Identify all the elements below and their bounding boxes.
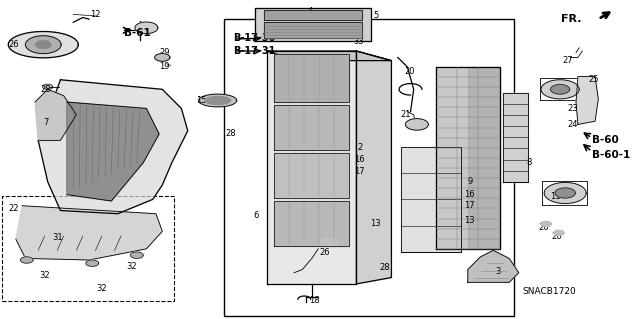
Text: 23: 23 <box>568 104 578 113</box>
Text: 24: 24 <box>568 120 578 129</box>
Circle shape <box>155 54 170 61</box>
Polygon shape <box>255 8 371 41</box>
Polygon shape <box>8 32 78 58</box>
Polygon shape <box>67 102 159 201</box>
Text: 14: 14 <box>327 230 337 239</box>
Text: 26: 26 <box>9 40 19 49</box>
Circle shape <box>20 257 33 263</box>
Polygon shape <box>38 80 188 214</box>
Text: 21: 21 <box>401 110 412 119</box>
Polygon shape <box>274 105 349 150</box>
Text: B-17-31: B-17-31 <box>233 46 275 56</box>
Circle shape <box>554 230 564 235</box>
Text: 32: 32 <box>39 271 50 280</box>
Polygon shape <box>268 51 356 284</box>
Text: FR.: FR. <box>561 14 582 24</box>
Text: 6: 6 <box>253 211 259 220</box>
Text: 2: 2 <box>357 143 362 152</box>
Polygon shape <box>468 67 500 249</box>
Text: 9: 9 <box>467 177 472 186</box>
Circle shape <box>541 80 579 99</box>
Polygon shape <box>274 153 349 198</box>
Circle shape <box>43 84 53 89</box>
Text: 3: 3 <box>495 267 501 276</box>
Text: 12: 12 <box>90 10 100 19</box>
Circle shape <box>36 41 51 48</box>
Text: B-60: B-60 <box>592 135 619 145</box>
Ellipse shape <box>198 94 237 107</box>
Polygon shape <box>35 89 76 140</box>
Text: 17: 17 <box>465 201 475 210</box>
Text: 11: 11 <box>550 192 561 201</box>
Polygon shape <box>264 10 362 20</box>
Text: B-61: B-61 <box>124 28 151 39</box>
Circle shape <box>131 252 143 258</box>
Text: 26: 26 <box>319 248 330 256</box>
Text: 16: 16 <box>465 190 475 199</box>
Text: SNACB1720: SNACB1720 <box>522 287 575 296</box>
Text: 28: 28 <box>40 85 51 94</box>
Text: 33: 33 <box>353 37 364 46</box>
Text: 8: 8 <box>527 158 532 167</box>
Circle shape <box>135 22 158 33</box>
Polygon shape <box>576 77 598 124</box>
Text: 28: 28 <box>225 130 236 138</box>
Text: 30: 30 <box>302 228 313 237</box>
Text: 22: 22 <box>9 204 19 213</box>
Text: 7: 7 <box>43 118 49 127</box>
Circle shape <box>555 188 575 198</box>
Text: 25: 25 <box>588 75 598 84</box>
Bar <box>321 238 337 246</box>
Circle shape <box>544 182 586 204</box>
Text: 15: 15 <box>196 96 207 105</box>
Text: 31: 31 <box>52 233 63 242</box>
Text: 20: 20 <box>404 67 415 76</box>
Circle shape <box>26 36 61 54</box>
Polygon shape <box>468 250 519 282</box>
Text: 13: 13 <box>370 219 381 228</box>
Text: B-17-30: B-17-30 <box>233 33 275 43</box>
Text: 26: 26 <box>552 232 562 241</box>
Text: 29: 29 <box>159 48 170 57</box>
Text: 28: 28 <box>380 263 390 272</box>
Polygon shape <box>503 93 528 182</box>
Text: 32: 32 <box>97 284 107 293</box>
Circle shape <box>86 260 99 266</box>
Text: 4: 4 <box>307 7 312 16</box>
Text: 5: 5 <box>373 11 378 20</box>
Text: 13: 13 <box>465 216 475 225</box>
Bar <box>224 19 514 316</box>
Circle shape <box>550 85 570 94</box>
Text: 26: 26 <box>539 223 550 232</box>
Text: 18: 18 <box>309 296 320 305</box>
Bar <box>2 196 173 301</box>
Text: 16: 16 <box>355 155 365 164</box>
Polygon shape <box>356 51 392 284</box>
Text: 10: 10 <box>76 161 86 170</box>
Polygon shape <box>274 54 349 102</box>
Text: 1: 1 <box>334 63 339 71</box>
Text: 17: 17 <box>355 167 365 176</box>
Polygon shape <box>274 201 349 246</box>
Circle shape <box>405 119 428 130</box>
Polygon shape <box>436 67 500 249</box>
Polygon shape <box>264 22 362 38</box>
Text: 32: 32 <box>127 262 137 271</box>
Text: 19: 19 <box>159 63 170 71</box>
Ellipse shape <box>205 96 230 105</box>
Polygon shape <box>16 206 163 260</box>
Polygon shape <box>268 51 392 61</box>
Circle shape <box>541 221 551 226</box>
Text: 27: 27 <box>563 56 573 65</box>
Text: B-60-1: B-60-1 <box>592 150 630 160</box>
Polygon shape <box>401 147 461 252</box>
